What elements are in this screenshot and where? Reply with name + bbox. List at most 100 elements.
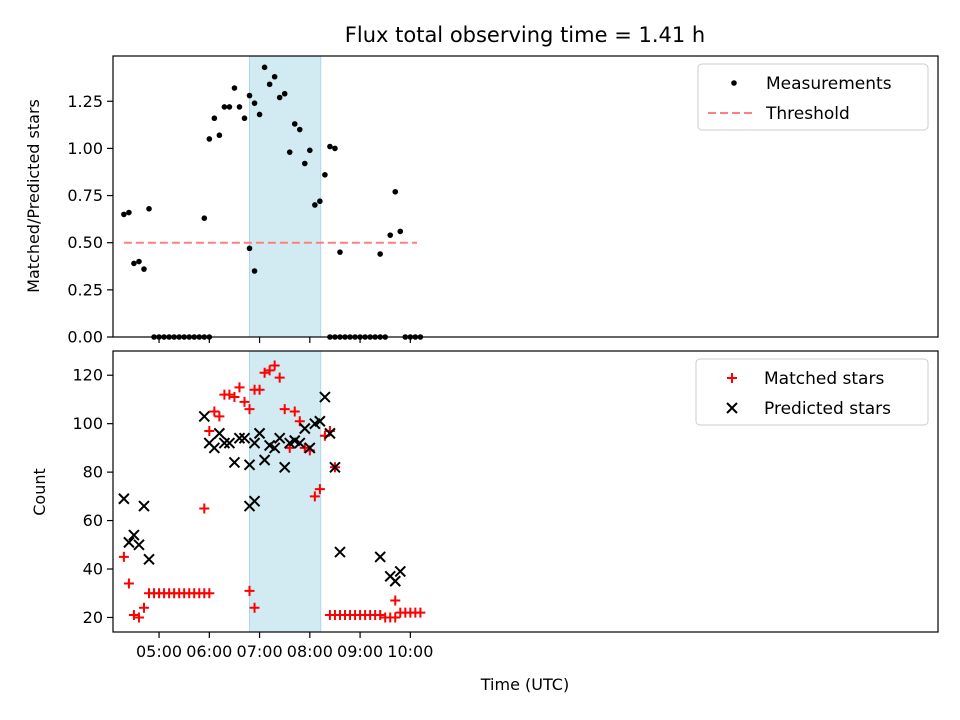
bottom-panel: 20 40 60 80 100 120 05:00 06:00 07:00 08:00 09:00…: [30, 350, 939, 694]
predicted-star-point: [128, 529, 140, 541]
predicted-star-point: [304, 442, 316, 454]
predicted-star-point: [138, 500, 150, 512]
measurement-point: [201, 215, 208, 221]
y-tick-label: 100: [72, 414, 103, 433]
matched-star-point: [264, 365, 275, 376]
measurement-point: [141, 266, 147, 272]
matched-star-point: [314, 484, 325, 495]
measurement-point: [296, 126, 303, 133]
matched-star-point: [274, 372, 285, 383]
matched-star-point: [279, 404, 290, 415]
predicted-star-point: [248, 495, 261, 507]
predicted-star-point: [273, 432, 286, 444]
legend-x-marker: [726, 402, 738, 414]
top-panel: 0.00 0.25 0.50 0.75 1.00 1.25 Matched/Predict…: [24, 55, 939, 347]
predicted-star-point: [233, 432, 246, 444]
matched-star-point: [214, 411, 225, 422]
predicted-star-point: [314, 415, 326, 427]
y-tick-label: 0.25: [67, 280, 103, 299]
predicted-star-point: [208, 442, 221, 454]
legend-box: [695, 358, 929, 426]
measurement-point: [332, 145, 338, 152]
legend-dot-marker: [731, 80, 737, 86]
measurement-point: [256, 111, 263, 118]
observing-window-span: [249, 350, 322, 633]
measurement-point: [266, 81, 273, 88]
measurement-point: [251, 100, 258, 106]
matched-star-point: [204, 588, 215, 599]
measurement-point: [261, 64, 268, 71]
predicted-star-point: [253, 427, 266, 440]
measurement-point: [387, 232, 394, 238]
bottom-plot-content: [118, 350, 426, 633]
matched-star-point: [234, 382, 245, 393]
legend-label: Threshold: [765, 104, 850, 124]
x-tick-label: 10:00: [387, 642, 433, 661]
top-plot-frame: [112, 55, 939, 338]
top-plot-content: [121, 55, 424, 340]
predicted-star-point: [324, 427, 336, 440]
matched-star-point: [244, 404, 255, 415]
measurement-point: [317, 198, 323, 205]
measurement-point: [377, 251, 383, 257]
predicted-star-point: [218, 437, 231, 449]
y-tick-label: 0.50: [67, 233, 103, 252]
measurement-point: [392, 188, 399, 195]
measurement-point: [307, 147, 313, 154]
y-tick-label: 80: [83, 463, 103, 482]
predicted-star-point: [223, 437, 236, 449]
predicted-star-point: [258, 454, 271, 466]
measurement-point: [221, 104, 228, 110]
bottom-y-axis: 20 40 60 80 100 120: [72, 366, 113, 627]
matched-star-point: [309, 491, 320, 502]
measurement-point: [281, 90, 288, 97]
measurement-point: [246, 92, 253, 99]
matched-star-point: [229, 392, 240, 403]
measurement-point: [322, 172, 328, 178]
x-tick-label: 06:00: [186, 642, 232, 661]
measurement-point: [121, 211, 127, 218]
measurement-point: [131, 260, 137, 267]
matched-star-point: [123, 578, 134, 589]
predicted-star-point: [278, 461, 291, 473]
predicted-star-point: [374, 551, 386, 563]
y-tick-label: 0.00: [67, 328, 103, 347]
chart-title: Flux total observing time = 1.41 h: [345, 23, 705, 47]
matched-star-point: [390, 595, 401, 606]
measurement-point: [231, 85, 238, 91]
x-tick-label: 09:00: [337, 642, 383, 661]
measurement-point: [291, 121, 298, 127]
predicted-star-point: [228, 456, 241, 469]
measurement-point: [327, 143, 333, 150]
x-axis-label: Time (UTC): [480, 675, 569, 694]
measurement-point: [226, 104, 233, 110]
measurement-point: [271, 73, 278, 80]
predicted-star-point: [118, 493, 130, 505]
matched-star-point: [118, 551, 129, 562]
y-tick-label: 0.75: [67, 186, 103, 205]
measurement-point: [251, 268, 258, 274]
matched-star-point: [289, 406, 300, 417]
x-tick-label: 07:00: [237, 642, 283, 661]
top-legend: Measurements Threshold: [697, 63, 929, 131]
measurement-point: [337, 249, 343, 255]
matched-star-point: [375, 610, 386, 621]
measurement-point: [236, 104, 243, 110]
predicted-star-point: [268, 442, 281, 454]
measurement-point: [126, 209, 132, 216]
predicted-star-point: [394, 565, 406, 578]
measurement-point: [312, 202, 318, 208]
measurement-point: [216, 132, 223, 139]
y-tick-label: 40: [83, 560, 103, 579]
legend-label: Predicted stars: [764, 399, 891, 419]
predicted-star-point: [238, 432, 251, 444]
legend-label: Matched stars: [764, 369, 884, 389]
matched-star-point: [269, 360, 280, 371]
legend-label: Measurements: [766, 74, 892, 94]
matched-star-point: [239, 396, 250, 407]
x-tick-label: 05:00: [136, 642, 182, 661]
matched-star-point: [390, 612, 401, 623]
predicted-star-point: [133, 539, 145, 551]
y-tick-label: 1.25: [67, 92, 103, 111]
